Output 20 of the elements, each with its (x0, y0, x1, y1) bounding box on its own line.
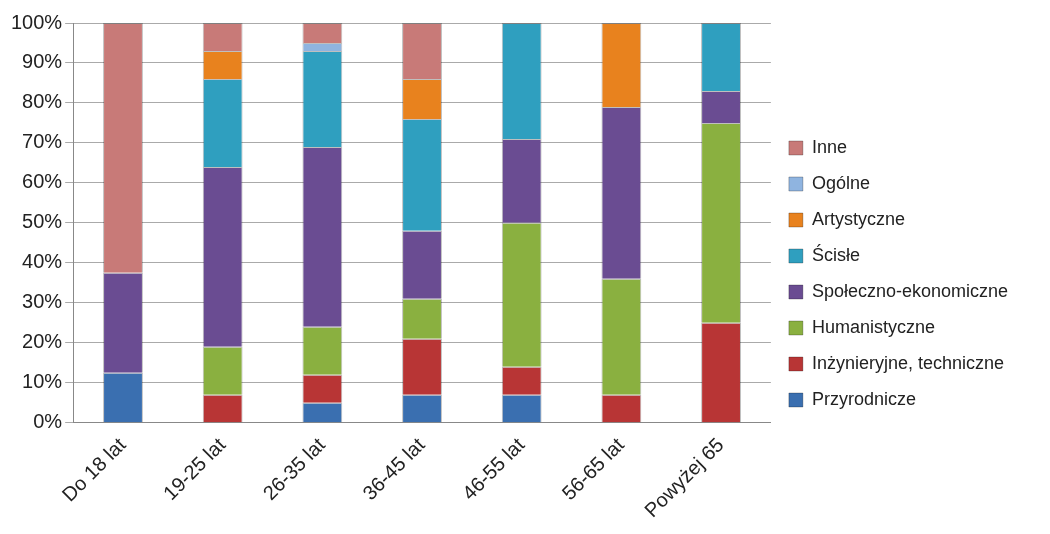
y-tick-label: 50% (22, 210, 63, 233)
legend-label: Społeczno-ekonomiczne (811, 280, 1009, 301)
y-tick-label: 80% (22, 90, 63, 113)
y-tick-label: 40% (22, 250, 63, 273)
legend-label: Ogólne (811, 172, 870, 193)
x-tick-label: Do 18 lat (57, 433, 131, 506)
y-tick-label: 100% (11, 10, 63, 33)
y-tick-label: 20% (22, 330, 63, 353)
legend-label: Ścisłe (811, 243, 860, 265)
y-tick-label: 30% (22, 290, 63, 313)
y-tick-label: 0% (33, 410, 63, 433)
legend-label: Inżynieryjne, techniczne (811, 352, 1004, 373)
y-tick-label: 70% (22, 130, 63, 153)
legend-label: Artystyczne (811, 208, 905, 229)
y-tick-label: 90% (22, 50, 63, 73)
legend-label: Humanistyczne (811, 316, 935, 337)
legend-label: Przyrodnicze (811, 388, 916, 409)
legend-label: Inne (811, 136, 847, 157)
y-tick-label: 60% (22, 170, 63, 193)
y-tick-label: 10% (22, 370, 63, 393)
